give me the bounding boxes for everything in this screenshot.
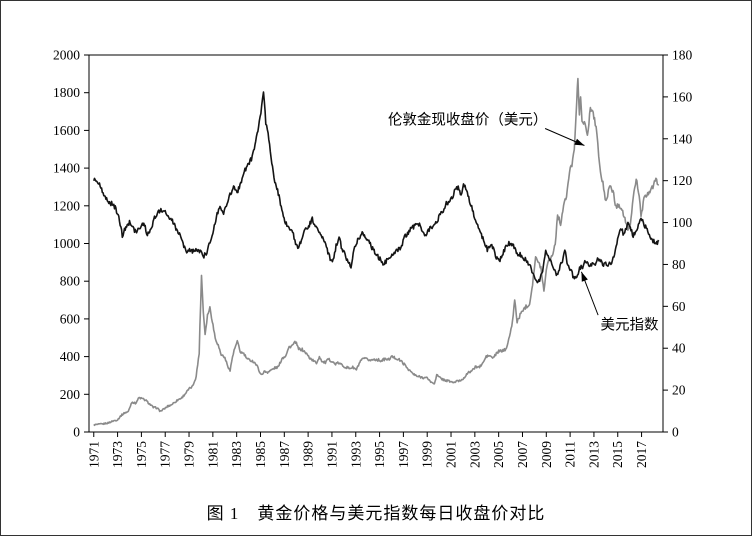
y-left-tick-label: 1400 xyxy=(53,161,80,176)
x-tick-label: 1997 xyxy=(396,441,411,468)
x-tick-label: 1991 xyxy=(324,441,339,468)
y-left-tick-label: 2000 xyxy=(53,48,80,63)
x-tick-label: 1979 xyxy=(182,441,197,468)
y-left-tick-label: 0 xyxy=(73,425,80,440)
plot-area xyxy=(88,54,664,433)
y-left-tick-label: 1800 xyxy=(53,85,80,100)
x-tick-label: 1993 xyxy=(348,441,363,468)
figure-caption: 图 1 黄金价格与美元指数每日收盘价对比 xyxy=(206,504,546,523)
x-tick-label: 2005 xyxy=(491,441,506,468)
x-tick-label: 1985 xyxy=(253,441,268,468)
y-right-tick-label: 0 xyxy=(672,425,679,440)
y-right-tick-label: 40 xyxy=(672,341,686,356)
x-tick-label: 1995 xyxy=(372,441,387,468)
y-left-tick-label: 600 xyxy=(60,311,81,326)
y-left-tick-label: 800 xyxy=(60,274,81,289)
y-right-tick-label: 100 xyxy=(672,215,693,230)
x-tick-label: 2011 xyxy=(563,441,578,468)
annotation-arrowhead xyxy=(574,138,585,146)
x-tick-label: 2015 xyxy=(610,441,625,468)
y-right-tick-label: 120 xyxy=(672,173,693,188)
annotation-gold-label: 伦敦金现收盘价（美元） xyxy=(388,111,548,129)
y-left-tick-label: 400 xyxy=(60,349,81,364)
x-tick-label: 2009 xyxy=(539,441,554,468)
x-tick-label: 2013 xyxy=(586,441,601,468)
x-tick-label: 2007 xyxy=(515,441,530,468)
x-tick-label: 1983 xyxy=(229,441,244,468)
x-tick-label: 2017 xyxy=(634,441,649,468)
x-tick-label: 2001 xyxy=(444,441,459,468)
y-right-tick-label: 60 xyxy=(672,299,686,314)
y-right-tick-label: 140 xyxy=(672,131,693,146)
y-right-tick-label: 160 xyxy=(672,89,693,104)
x-tick-label: 1999 xyxy=(420,441,435,468)
x-tick-label: 2003 xyxy=(467,441,482,468)
x-tick-label: 1973 xyxy=(110,441,125,468)
y-left-tick-label: 1200 xyxy=(53,198,80,213)
x-tick-label: 1971 xyxy=(86,441,101,468)
annotation-dollar-label: 美元指数 xyxy=(600,316,658,333)
y-right-tick-label: 20 xyxy=(672,383,686,398)
y-left-tick-label: 200 xyxy=(60,387,81,402)
dollar-index-series-line xyxy=(93,91,660,284)
y-right-tick-label: 80 xyxy=(672,257,686,272)
x-tick-label: 1977 xyxy=(158,441,173,468)
annotation-arrowhead xyxy=(581,271,588,282)
x-tick-label: 1989 xyxy=(301,441,316,468)
london-gold-series-line xyxy=(93,77,660,427)
x-tick-label: 1987 xyxy=(277,441,292,468)
y-left-tick-label: 1000 xyxy=(53,236,80,251)
y-right-tick-label: 180 xyxy=(672,48,693,63)
chart-area: 0 200 400 600 800 1000 1200 1400 1600 1800 2000 0 20… xyxy=(3,7,751,481)
x-tick-label: 1975 xyxy=(134,441,149,468)
x-tick-label: 1981 xyxy=(205,441,220,468)
y-left-tick-label: 1600 xyxy=(53,123,80,138)
chart-svg: 0 200 400 600 800 1000 1200 1400 1600 1800 2000 0 20… xyxy=(53,48,693,469)
